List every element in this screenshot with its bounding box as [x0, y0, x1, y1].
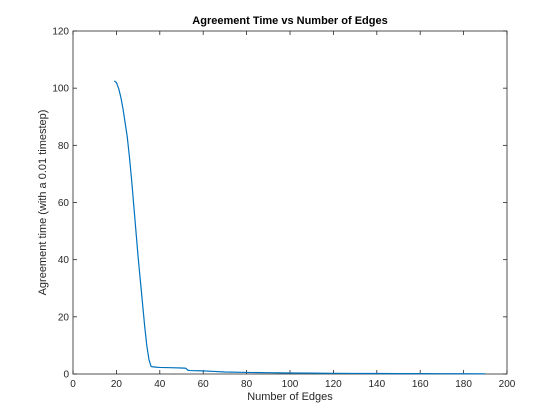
- x-tick-label: 80: [241, 379, 253, 390]
- y-tick-label: 80: [58, 141, 70, 152]
- x-tick-label: 160: [412, 379, 429, 390]
- y-tick-label: 20: [58, 312, 70, 323]
- y-axis-ticks: 0 20 40 60 80 100 120: [52, 27, 507, 381]
- series-line: [113, 80, 486, 375]
- y-tick-label: 0: [63, 370, 69, 381]
- x-tick-label: 200: [499, 379, 516, 390]
- y-axis-label: Agreement time (with a 0.01 timestep): [37, 110, 49, 296]
- series-group: [113, 80, 486, 375]
- x-tick-label: 100: [282, 379, 299, 390]
- x-axis-ticks: 0 20 40 60 80 100 120 140 160 180 200: [70, 31, 516, 390]
- y-tick-label: 60: [58, 198, 70, 209]
- y-tick-label: 120: [52, 27, 69, 38]
- x-tick-label: 20: [111, 379, 123, 390]
- x-tick-label: 120: [325, 379, 342, 390]
- x-tick-label: 40: [154, 379, 166, 390]
- y-tick-label: 40: [58, 255, 70, 266]
- y-tick-label: 100: [52, 84, 69, 95]
- x-tick-label: 180: [455, 379, 472, 390]
- x-axis-label: Number of Edges: [247, 391, 333, 403]
- x-tick-label: 0: [70, 379, 76, 390]
- plot-area: [72, 30, 508, 375]
- x-tick-label: 140: [368, 379, 385, 390]
- x-tick-label: 60: [198, 379, 210, 390]
- chart-title: Agreement Time vs Number of Edges: [192, 15, 387, 27]
